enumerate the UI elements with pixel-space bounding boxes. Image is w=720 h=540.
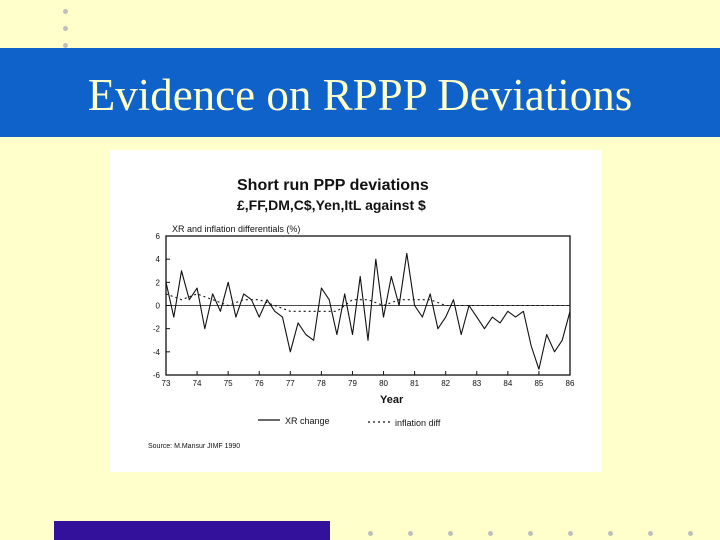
legend-label-inflation-diff: inflation diff: [395, 418, 441, 428]
bullet-dot-decoration: [63, 9, 68, 14]
y-tick-label: -2: [153, 325, 161, 334]
x-tick-label: 81: [410, 379, 419, 388]
x-tick-label: 74: [193, 379, 202, 388]
x-tick-label: 78: [317, 379, 326, 388]
y-tick-label: 4: [156, 255, 161, 264]
title-bar: [0, 48, 720, 137]
x-tick-label: 86: [566, 379, 575, 388]
x-tick-label: 75: [224, 379, 233, 388]
x-tick-label: 84: [503, 379, 512, 388]
chart-subtitle: £,FF,DM,C$,Yen,ItL against $: [237, 197, 426, 213]
bullet-dot-decoration: [608, 531, 613, 536]
y-axis-label: XR and inflation differentials (%): [172, 224, 300, 234]
bullet-dot-decoration: [63, 43, 68, 48]
footer-bar: [54, 521, 330, 540]
x-tick-label: 77: [286, 379, 295, 388]
bullet-dot-decoration: [568, 531, 573, 536]
x-tick-label: 73: [162, 379, 171, 388]
x-tick-label: 80: [379, 379, 388, 388]
bullet-dot-decoration: [368, 531, 373, 536]
source-note: Source: M.Mansur JIMF 1990: [148, 443, 240, 450]
chart-title: Short run PPP deviations: [237, 177, 429, 194]
chart-svg: Short run PPP deviations £,FF,DM,C$,Yen,…: [148, 177, 575, 450]
x-tick-label: 83: [472, 379, 481, 388]
y-tick-label: -6: [153, 371, 161, 380]
y-tick-label: 2: [156, 278, 161, 287]
y-tick-label: 6: [156, 232, 161, 241]
y-tick-label: 0: [156, 302, 161, 311]
bullet-dot-decoration: [648, 531, 653, 536]
x-tick-label: 79: [348, 379, 357, 388]
series-line-xr-change: [165, 252, 571, 370]
bullet-dot-decoration: [528, 531, 533, 536]
x-tick-label: 82: [441, 379, 450, 388]
slide-title: Evidence on RPPP Deviations: [87, 70, 633, 120]
bullet-dot-decoration: [488, 531, 493, 536]
legend-label-xr-change: XR change: [285, 416, 330, 426]
x-tick-label: 76: [255, 379, 264, 388]
scanned-chart-figure: Short run PPP deviations £,FF,DM,C$,Yen,…: [110, 150, 602, 472]
x-axis-label: Year: [380, 394, 404, 406]
bullet-dot-decoration: [63, 26, 68, 31]
x-tick-label: 85: [534, 379, 543, 388]
series-line-inflation-diff: [165, 293, 570, 312]
bullet-dot-decoration: [688, 531, 693, 536]
y-tick-label: -4: [153, 348, 161, 357]
bullet-dot-decoration: [448, 531, 453, 536]
bullet-dot-decoration: [408, 531, 413, 536]
